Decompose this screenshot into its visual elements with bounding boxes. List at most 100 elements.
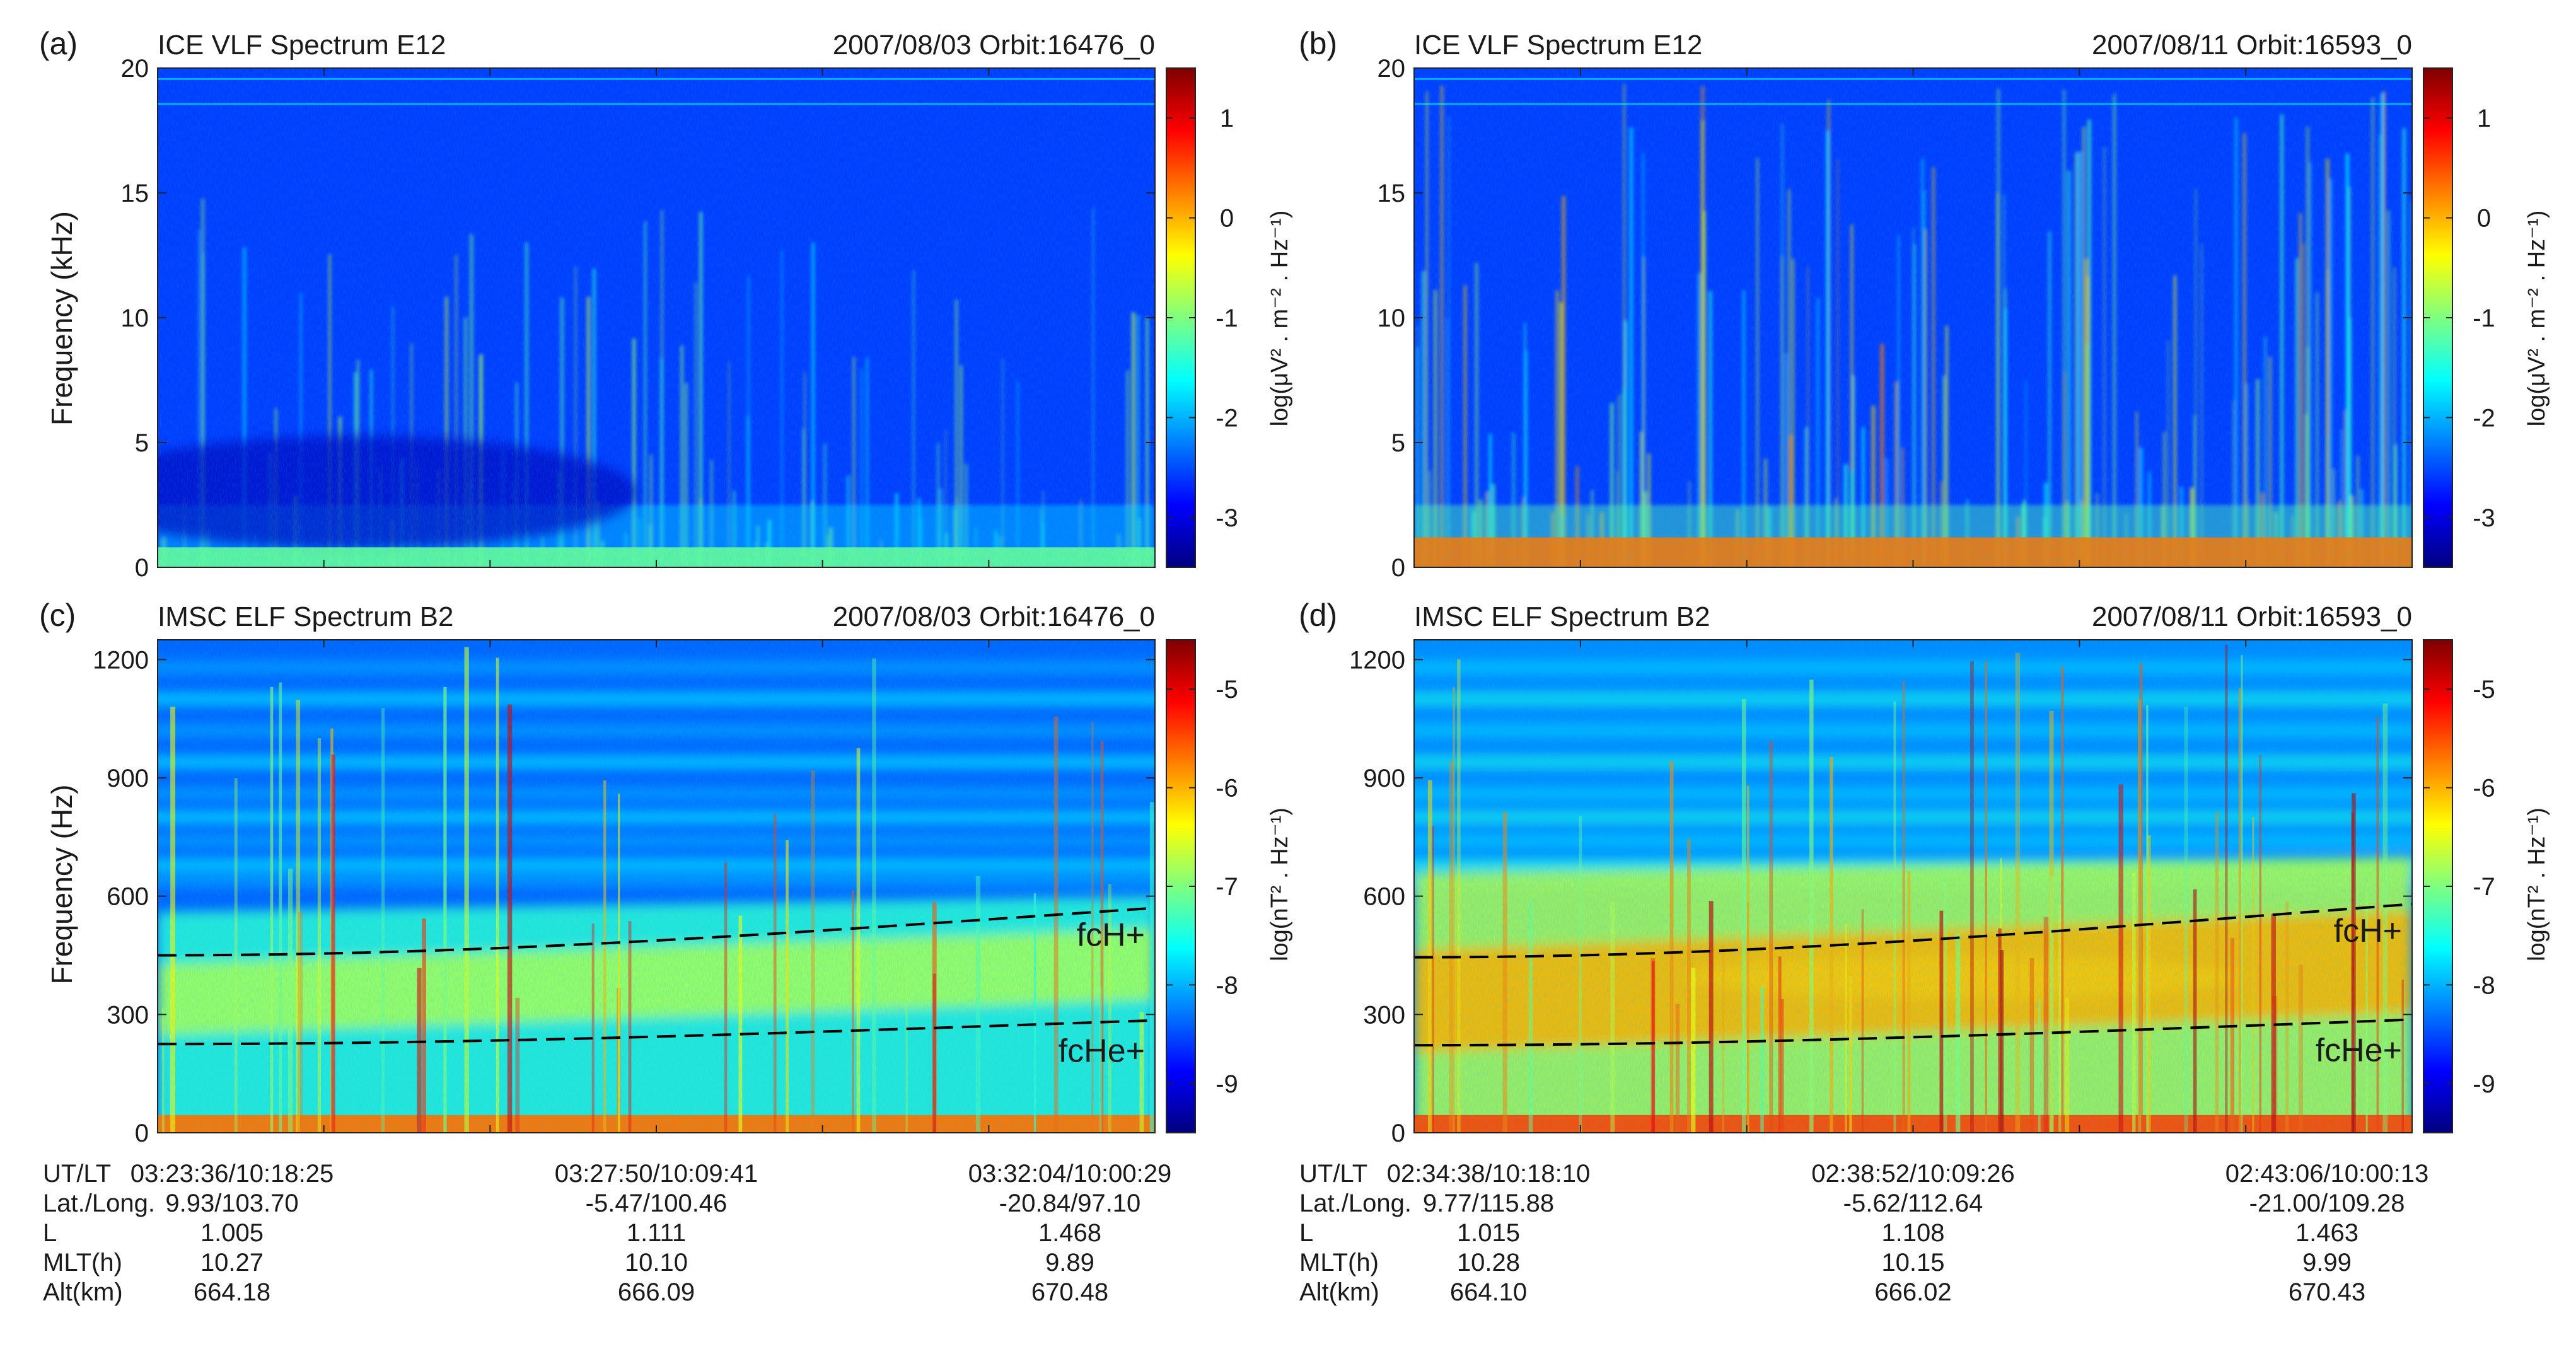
x-axis-value: 666.02 — [1874, 1278, 1951, 1306]
x-axis-value: -5.62/112.64 — [1843, 1189, 1983, 1217]
panel-d-subtitle: 2007/08/11 Orbit:16593_0 — [2092, 601, 2412, 632]
row-label: MLT(h) — [1299, 1249, 1379, 1276]
panel-b-colorbar: -3 -2 -1 0 1 — [2423, 67, 2495, 568]
x-axis-value: 10.15 — [1881, 1249, 1944, 1276]
row-label: Alt(km) — [1299, 1278, 1379, 1306]
line-fcHe+ — [157, 1019, 1156, 1046]
y-tick-label: 300 — [107, 1001, 149, 1029]
y-tick-label: 20 — [121, 55, 149, 83]
x-axis-value: 664.18 — [194, 1278, 270, 1306]
panel-b-colorbar-label: log(μV² . m⁻² . Hz⁻¹) — [2524, 211, 2550, 427]
y-tick-label: 20 — [1378, 55, 1406, 83]
panel-b: (b) ICE VLF Spectrum E12 2007/08/11 Orbi… — [1299, 26, 2550, 582]
colorbar-tick-label: -7 — [1215, 873, 1238, 901]
y-tick-label: 0 — [135, 1120, 149, 1147]
x-axis-value: 02:43:06/10:00:13 — [2225, 1160, 2429, 1188]
x-axis-value: 9.77/115.88 — [1423, 1189, 1554, 1217]
y-tick-label: 0 — [1391, 554, 1405, 582]
y-tick-label: 5 — [1391, 429, 1405, 457]
y-tick-label: 0 — [135, 554, 149, 582]
panel-d-letter: (d) — [1299, 598, 1337, 633]
x-axis-value: 670.43 — [2289, 1278, 2365, 1306]
x-axis-value: 1.108 — [1881, 1219, 1944, 1247]
panel-a-y-label: Frequency (kHz) — [45, 211, 78, 425]
x-axis-value: 02:34:38/10:18:10 — [1387, 1160, 1591, 1188]
panel-c-colorbar-label: log(nT² . Hz⁻¹) — [1267, 807, 1293, 961]
panel-b-letter: (b) — [1299, 26, 1337, 61]
panel-d-colorbar-label: log(nT² . Hz⁻¹) — [2524, 807, 2550, 961]
colorbar-tick-label: -3 — [2473, 504, 2495, 532]
panel-a-colorbar-label: log(μV² . m⁻² . Hz⁻¹) — [1267, 211, 1293, 427]
panel-a-colorbar: -3 -2 -1 0 1 — [1166, 67, 1238, 568]
panel-d-y-axis: 0 300 600 900 1200 — [1349, 646, 2412, 1147]
panel-b-subtitle: 2007/08/11 Orbit:16593_0 — [2092, 30, 2412, 61]
y-tick-label: 10 — [121, 304, 149, 332]
y-tick-label: 600 — [1363, 883, 1405, 911]
x-axis-value: 670.48 — [1031, 1278, 1108, 1306]
line-fcH+ — [157, 906, 1156, 957]
colorbar-tick-label: -7 — [2473, 873, 2495, 901]
panel-a: (a) ICE VLF Spectrum E12 2007/08/03 Orbi… — [39, 26, 1293, 582]
row-label: L — [1299, 1219, 1313, 1247]
colorbar-tick-label: -3 — [1215, 504, 1238, 532]
line-label-fcHe+: fcHe+ — [1059, 1033, 1145, 1070]
colorbar-tick-label: -6 — [1215, 775, 1238, 802]
colorbar-tick-label: 0 — [1220, 205, 1234, 233]
panel-d-colorbar: -9 -8 -7 -6 -5 — [2423, 639, 2495, 1133]
panel-d-spectrogram: fcH+ fcHe+ — [1413, 639, 2413, 1133]
panel-c-letter: (c) — [39, 598, 76, 633]
row-label: Lat./Long. — [43, 1189, 155, 1217]
colorbar-tick-label: -1 — [1215, 304, 1238, 332]
x-axis-value: 03:23:36/10:18:25 — [131, 1160, 334, 1188]
panel-c-y-axis: 0 300 600 900 1200 — [93, 646, 1155, 1147]
colorbar-tick-label: -8 — [1215, 971, 1238, 999]
x-axis-value: -5.47/100.46 — [586, 1189, 728, 1217]
colorbar-tick-label: -6 — [2473, 775, 2495, 802]
y-tick-label: 900 — [1363, 765, 1405, 792]
colorbar-tick-label: -2 — [2473, 404, 2495, 432]
x-axis-value: 1.463 — [2295, 1219, 2358, 1247]
row-label: UT/LT — [1299, 1160, 1367, 1188]
panel-a-spectrogram — [157, 67, 1156, 568]
row-label: MLT(h) — [43, 1249, 122, 1276]
y-tick-label: 600 — [107, 883, 149, 911]
y-tick-label: 10 — [1378, 304, 1406, 332]
y-tick-label: 300 — [1363, 1001, 1405, 1029]
colorbar-tick-label: 1 — [1220, 105, 1234, 132]
panel-b-title: ICE VLF Spectrum E12 — [1414, 30, 1702, 61]
colorbar-tick-label: 0 — [2477, 205, 2491, 233]
line-fcH+ — [1413, 903, 2413, 959]
panel-b-y-axis: 0 5 10 15 20 — [1378, 55, 2412, 582]
row-label: L — [43, 1219, 57, 1247]
colorbar-tick-label: -1 — [2473, 304, 2495, 332]
x-axis-value: -20.84/97.10 — [999, 1189, 1141, 1217]
panel-a-y-axis: 0 5 10 15 20 — [121, 55, 1155, 582]
row-label: Lat./Long. — [1299, 1189, 1412, 1217]
x-axis-value: 03:27:50/10:09:41 — [555, 1160, 758, 1188]
y-tick-label: 900 — [107, 765, 149, 792]
x-axis-value: 1.111 — [627, 1219, 686, 1247]
panel-a-letter: (a) — [39, 26, 78, 61]
panel-c-title: IMSC ELF Spectrum B2 — [158, 601, 453, 632]
colorbar-tick-label: -5 — [1215, 676, 1238, 703]
x-axis-value: 666.09 — [618, 1278, 695, 1306]
panel-c-subtitle: 2007/08/03 Orbit:16476_0 — [833, 601, 1155, 632]
colorbar-tick-label: -5 — [2473, 676, 2495, 703]
x-axis-value: 1.005 — [200, 1219, 264, 1247]
x-axis-value: 664.10 — [1450, 1278, 1527, 1306]
colorbar-tick-label: -2 — [1215, 404, 1238, 432]
colorbar-tick-label: -9 — [2473, 1070, 2495, 1098]
panel-c-y-label: Frequency (Hz) — [45, 785, 78, 985]
line-label-fcHe+: fcHe+ — [2316, 1032, 2402, 1068]
x-axis-value: 10.10 — [625, 1249, 688, 1276]
row-label: Alt(km) — [43, 1278, 123, 1306]
panel-c-spectrogram: fcH+ fcHe+ — [157, 639, 1156, 1133]
panel-a-subtitle: 2007/08/03 Orbit:16476_0 — [833, 30, 1155, 61]
colorbar-tick-label: -8 — [2473, 971, 2495, 999]
colorbar-tick-label: 1 — [2477, 105, 2491, 132]
x-axis-value: -21.00/109.28 — [2249, 1189, 2405, 1217]
y-tick-label: 15 — [1378, 180, 1406, 207]
